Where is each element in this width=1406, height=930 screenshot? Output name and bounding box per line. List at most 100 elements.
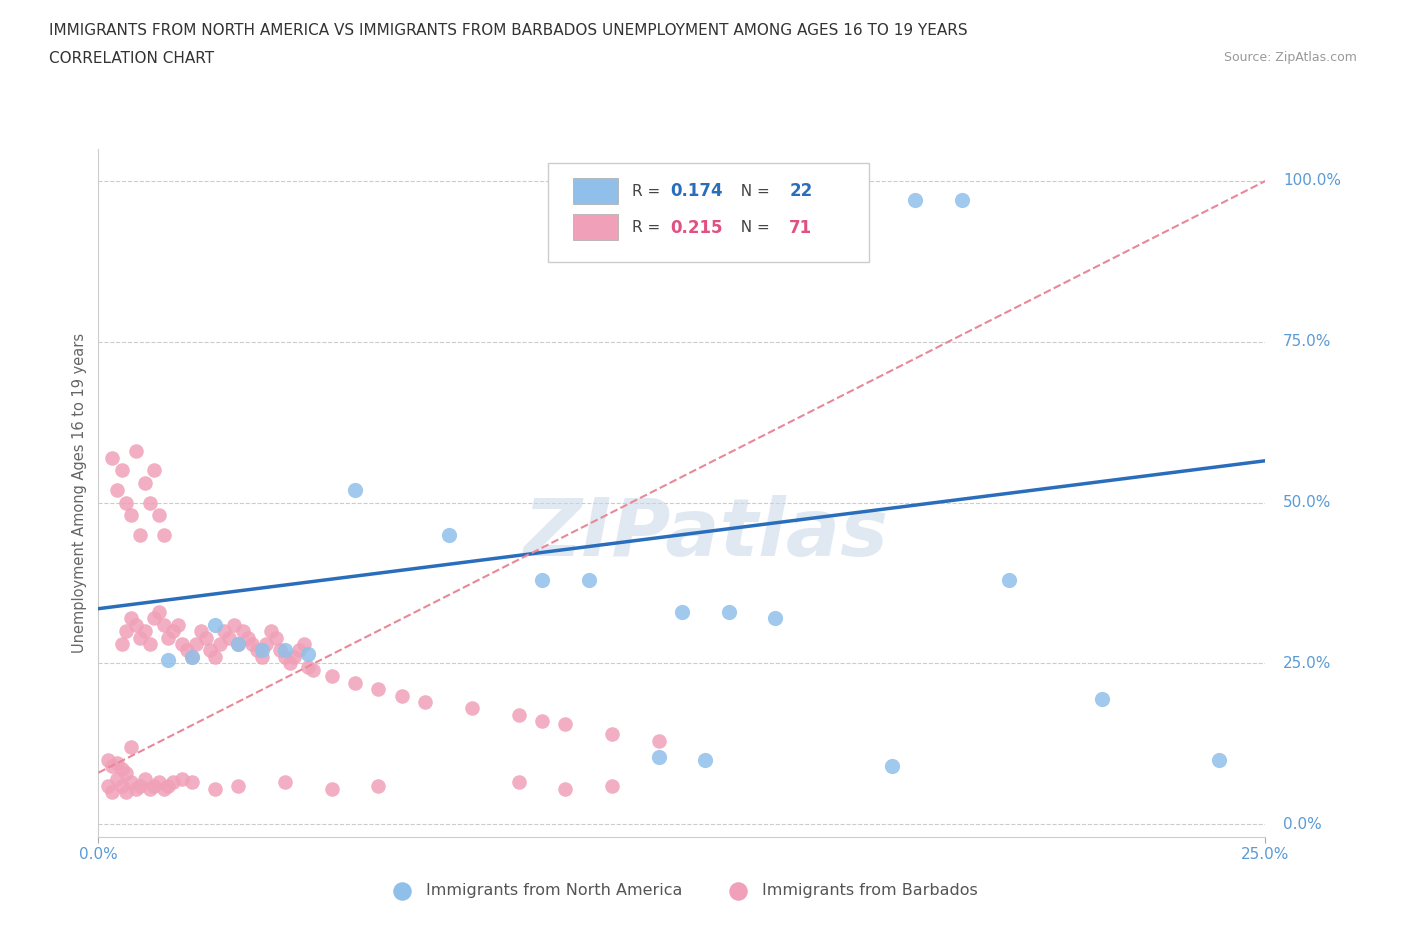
Point [139, 495, 162, 510]
Point [554, 781, 576, 796]
Point [101, 785, 124, 800]
Point [269, 643, 291, 658]
Point [152, 781, 174, 796]
Point [600, 778, 623, 793]
Point [204, 618, 226, 632]
Point [218, 631, 240, 645]
Point [278, 656, 301, 671]
FancyBboxPatch shape [574, 178, 617, 204]
Point [120, 775, 142, 790]
Point [129, 527, 152, 542]
Point [180, 649, 202, 664]
Text: CORRELATION CHART: CORRELATION CHART [49, 51, 214, 66]
Legend: Immigrants from North America, Immigrants from Barbados: Immigrants from North America, Immigrant… [380, 877, 984, 905]
Text: 0.215: 0.215 [671, 219, 723, 237]
Point [134, 772, 156, 787]
Point [413, 695, 436, 710]
Point [139, 781, 162, 796]
Point [880, 759, 903, 774]
Text: 50.0%: 50.0% [1282, 495, 1331, 510]
Point [148, 508, 170, 523]
FancyBboxPatch shape [548, 163, 869, 262]
Point [763, 611, 786, 626]
Point [157, 653, 180, 668]
Point [129, 631, 152, 645]
Point [125, 618, 148, 632]
Point [246, 643, 269, 658]
Point [208, 637, 231, 652]
Point [115, 765, 138, 780]
Point [297, 659, 319, 674]
Point [242, 637, 264, 652]
Point [157, 778, 180, 793]
Point [297, 646, 319, 661]
Text: 71: 71 [789, 219, 813, 237]
Point [695, 752, 717, 767]
Point [214, 624, 236, 639]
Point [530, 714, 553, 729]
Point [176, 643, 198, 658]
Text: ZIPatlas: ZIPatlas [523, 495, 887, 573]
Text: 25.0%: 25.0% [1282, 656, 1331, 671]
Point [101, 450, 124, 465]
Point [120, 611, 142, 626]
Point [260, 624, 283, 639]
Point [232, 624, 254, 639]
Point [250, 649, 273, 664]
Point [115, 624, 138, 639]
Point [288, 643, 311, 658]
Point [274, 649, 297, 664]
Point [391, 688, 413, 703]
Point [101, 759, 124, 774]
Point [647, 750, 669, 764]
Text: N =: N = [731, 220, 775, 235]
Point [148, 775, 170, 790]
Point [256, 637, 278, 652]
Point [120, 739, 142, 754]
Text: N =: N = [731, 184, 775, 199]
Point [367, 778, 389, 793]
Point [194, 631, 217, 645]
Point [321, 669, 343, 684]
Point [997, 572, 1019, 587]
Point [950, 193, 973, 207]
Y-axis label: Unemployment Among Ages 16 to 19 years: Unemployment Among Ages 16 to 19 years [72, 333, 87, 653]
Point [143, 611, 166, 626]
Point [105, 772, 128, 787]
Point [111, 762, 134, 777]
Text: 0.174: 0.174 [671, 182, 723, 201]
Point [148, 604, 170, 619]
Point [292, 637, 315, 652]
Point [157, 631, 180, 645]
Point [152, 527, 174, 542]
Point [134, 476, 156, 491]
Point [250, 643, 273, 658]
Point [180, 649, 202, 664]
Point [344, 675, 367, 690]
Point [125, 781, 148, 796]
Point [111, 463, 134, 478]
Point [115, 785, 138, 800]
Point [120, 508, 142, 523]
Point [508, 775, 530, 790]
Point [139, 637, 162, 652]
Point [236, 631, 259, 645]
Text: 100.0%: 100.0% [1282, 174, 1341, 189]
Point [530, 572, 553, 587]
Point [904, 193, 927, 207]
Point [180, 775, 202, 790]
Point [717, 604, 740, 619]
Point [302, 662, 325, 677]
Point [143, 463, 166, 478]
Point [671, 604, 693, 619]
Point [200, 643, 222, 658]
Point [461, 701, 484, 716]
Point [228, 637, 250, 652]
Point [283, 649, 305, 664]
Text: 22: 22 [789, 182, 813, 201]
Point [508, 708, 530, 723]
Point [1208, 752, 1230, 767]
Point [162, 775, 184, 790]
Point [152, 618, 174, 632]
Text: 75.0%: 75.0% [1282, 334, 1331, 350]
